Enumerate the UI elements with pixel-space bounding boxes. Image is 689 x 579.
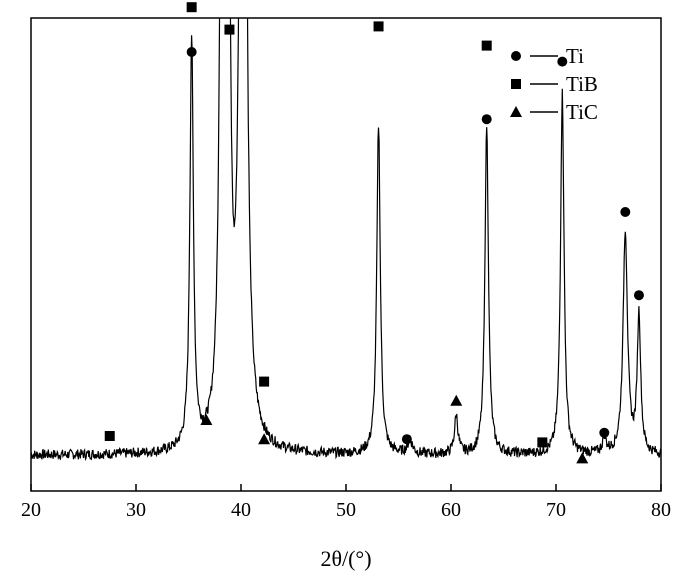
legend: Ti TiB TiC [510, 44, 598, 124]
tib-marker [104, 431, 115, 441]
ti-marker [557, 56, 568, 67]
tib-marker [481, 40, 492, 51]
tib-marker [373, 21, 384, 32]
tic-marker [576, 452, 589, 464]
x-tick-label: 70 [546, 499, 566, 521]
legend-ti-marker [511, 51, 521, 61]
x-axis-tick-labels: 20 30 40 50 60 70 80 [21, 499, 671, 521]
tib-marker [537, 437, 548, 448]
tib-marker [224, 24, 235, 35]
tib-marker [259, 376, 270, 387]
ti-marker [633, 290, 644, 301]
xrd-pattern-line [31, 18, 661, 462]
x-axis-ticks [30, 484, 662, 491]
legend-label: TiC [566, 100, 598, 124]
ti-marker [620, 207, 631, 217]
ti-marker [481, 114, 492, 125]
x-tick-label: 50 [336, 499, 356, 521]
ti-marker [401, 434, 412, 445]
x-tick-label: 30 [126, 499, 146, 521]
ti-marker [186, 47, 197, 57]
legend-tib-marker [511, 79, 521, 89]
legend-tic-marker [510, 106, 522, 117]
ti-marker [599, 427, 610, 438]
x-axis-label: 2θ/(°) [320, 546, 371, 571]
tib-marker [186, 2, 197, 13]
plot-area [31, 18, 661, 462]
legend-label: TiB [566, 72, 598, 96]
tic-marker [450, 394, 463, 406]
x-tick-label: 20 [21, 499, 41, 521]
x-tick-label: 40 [231, 499, 251, 521]
x-tick-label: 80 [651, 499, 671, 521]
tic-marker [200, 414, 213, 425]
legend-label: Ti [566, 44, 584, 68]
tic-marker [258, 433, 271, 445]
phase-markers [104, 2, 644, 464]
x-tick-label: 60 [441, 499, 461, 521]
